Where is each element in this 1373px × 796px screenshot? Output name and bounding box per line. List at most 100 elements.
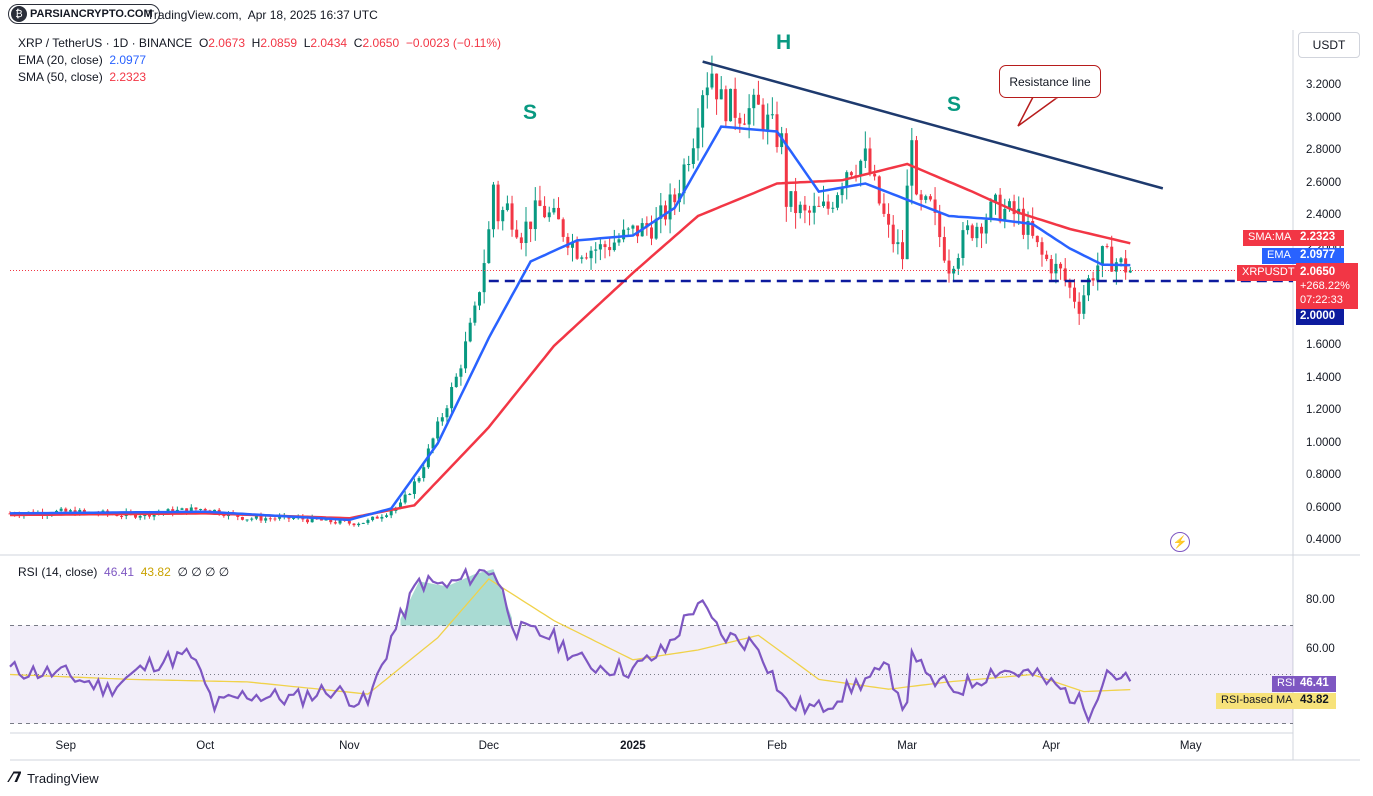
candle-body	[1082, 295, 1086, 314]
candle-body	[1091, 278, 1095, 281]
candle-body	[882, 203, 886, 214]
candle-body	[468, 322, 472, 342]
candle-body	[510, 203, 514, 230]
candle-body	[1059, 263, 1063, 269]
symbol-tag: XRPUSDT	[1237, 265, 1300, 281]
candle-body	[259, 515, 263, 521]
candle-body	[993, 194, 997, 202]
candle-body	[68, 510, 72, 512]
candle-body	[789, 191, 793, 207]
candle-body	[766, 114, 770, 130]
footer-brand[interactable]: TradingView	[27, 770, 99, 786]
price-axis-tick: 2.6000	[1306, 176, 1342, 189]
rsi-axis-tick: 60.00	[1306, 643, 1335, 655]
candle-body	[422, 467, 426, 479]
candle-body	[524, 221, 528, 244]
candle-body	[938, 212, 942, 238]
candle-body	[454, 376, 458, 388]
candle-body	[412, 481, 416, 494]
candle-body	[952, 268, 956, 274]
candle-body	[1026, 220, 1030, 235]
candle-body	[306, 519, 310, 523]
candle-body	[417, 478, 421, 482]
pct-change: +268.22%	[1300, 280, 1350, 292]
candle-body	[1063, 268, 1067, 281]
o-label: O	[198, 36, 209, 50]
candle-body	[547, 212, 551, 218]
rsi-overbought-fill	[400, 569, 513, 626]
candle-body	[431, 438, 435, 449]
published-date: Apr 18, 2025 16:37 UTC	[247, 8, 378, 22]
o-value: 2.0673	[208, 36, 245, 50]
candle-body	[347, 520, 351, 524]
candle-body	[705, 87, 709, 96]
candle-body	[1049, 259, 1053, 274]
candle-body	[817, 205, 821, 207]
candle-body	[543, 205, 547, 218]
candle-body	[589, 250, 593, 259]
candle-body	[254, 515, 258, 519]
symbol-title[interactable]: XRP / TetherUS · 1D · BINANCE	[18, 36, 193, 50]
candle-body	[673, 194, 677, 203]
rsi-band-fill	[10, 625, 1293, 724]
candle-body	[1114, 262, 1118, 272]
candle-body	[752, 94, 756, 109]
candle-body	[966, 225, 970, 231]
rsi-ma-tag: RSI-based MA	[1216, 693, 1298, 709]
price-axis-tick: 1.6000	[1306, 339, 1342, 351]
candle-body	[798, 204, 802, 214]
candle-body	[361, 522, 365, 524]
candle-body	[608, 247, 612, 251]
currency-button[interactable]: USDT	[1298, 32, 1360, 58]
candle-body	[194, 507, 198, 510]
candle-body	[738, 117, 742, 124]
right-shoulder-label: S	[947, 93, 962, 116]
candle-body	[185, 508, 189, 513]
candle-body	[742, 123, 746, 125]
ema-tag: EMA	[1262, 248, 1296, 264]
candle-body	[933, 199, 937, 213]
candle-body	[812, 205, 816, 213]
candle-body	[584, 257, 588, 259]
candle-body	[668, 194, 672, 220]
candle-body	[989, 201, 993, 220]
candle-body	[519, 237, 523, 244]
resistance-line	[702, 60, 1164, 190]
candle-body	[273, 518, 277, 520]
footer: ⁄7 TradingView	[10, 770, 99, 786]
candle-body	[82, 509, 86, 513]
lightning-icon[interactable]: ⚡	[1170, 532, 1190, 552]
candle-body	[826, 201, 830, 209]
candle-body	[245, 519, 249, 521]
candle-body	[250, 518, 254, 520]
candle-body	[329, 518, 333, 523]
parsiancrypto-logo: ₿ PARSIANCRYPTO.COM	[8, 4, 160, 24]
legend-ohlc: XRP / TetherUS · 1D · BINANCE O2.0673 H2…	[18, 36, 501, 50]
publish-info: TradingView.com, Apr 18, 2025 16:37 UTC	[147, 8, 384, 22]
l-label: L	[303, 36, 311, 50]
l-value: 2.0434	[310, 36, 348, 50]
candle-body	[784, 133, 788, 207]
candle-body	[724, 89, 728, 122]
candle-body	[213, 509, 217, 513]
legend-rsi[interactable]: RSI (14, close) 46.41 43.82 ∅ ∅ ∅ ∅	[18, 565, 229, 579]
candle-body	[1031, 220, 1035, 236]
ema-label: EMA (20, close)	[18, 53, 103, 67]
candle-body	[561, 219, 565, 237]
time-axis-tick: Sep	[55, 740, 77, 752]
legend-sma[interactable]: SMA (50, close) 2.2323	[18, 70, 146, 84]
time-axis-tick: Dec	[478, 740, 500, 752]
candle-body	[803, 204, 807, 211]
candle-body	[770, 114, 774, 116]
tradingview-logo-icon: ⁄7	[10, 770, 23, 786]
candle-body	[622, 229, 626, 240]
candle-body	[617, 239, 621, 243]
candle-body	[515, 229, 519, 238]
ema-20-line	[9, 125, 1131, 522]
candle-body	[794, 191, 798, 214]
time-axis-tick: Apr	[1042, 740, 1061, 752]
candle-body	[756, 94, 760, 105]
candle-body	[626, 228, 630, 230]
legend-ema[interactable]: EMA (20, close) 2.0977	[18, 53, 146, 67]
